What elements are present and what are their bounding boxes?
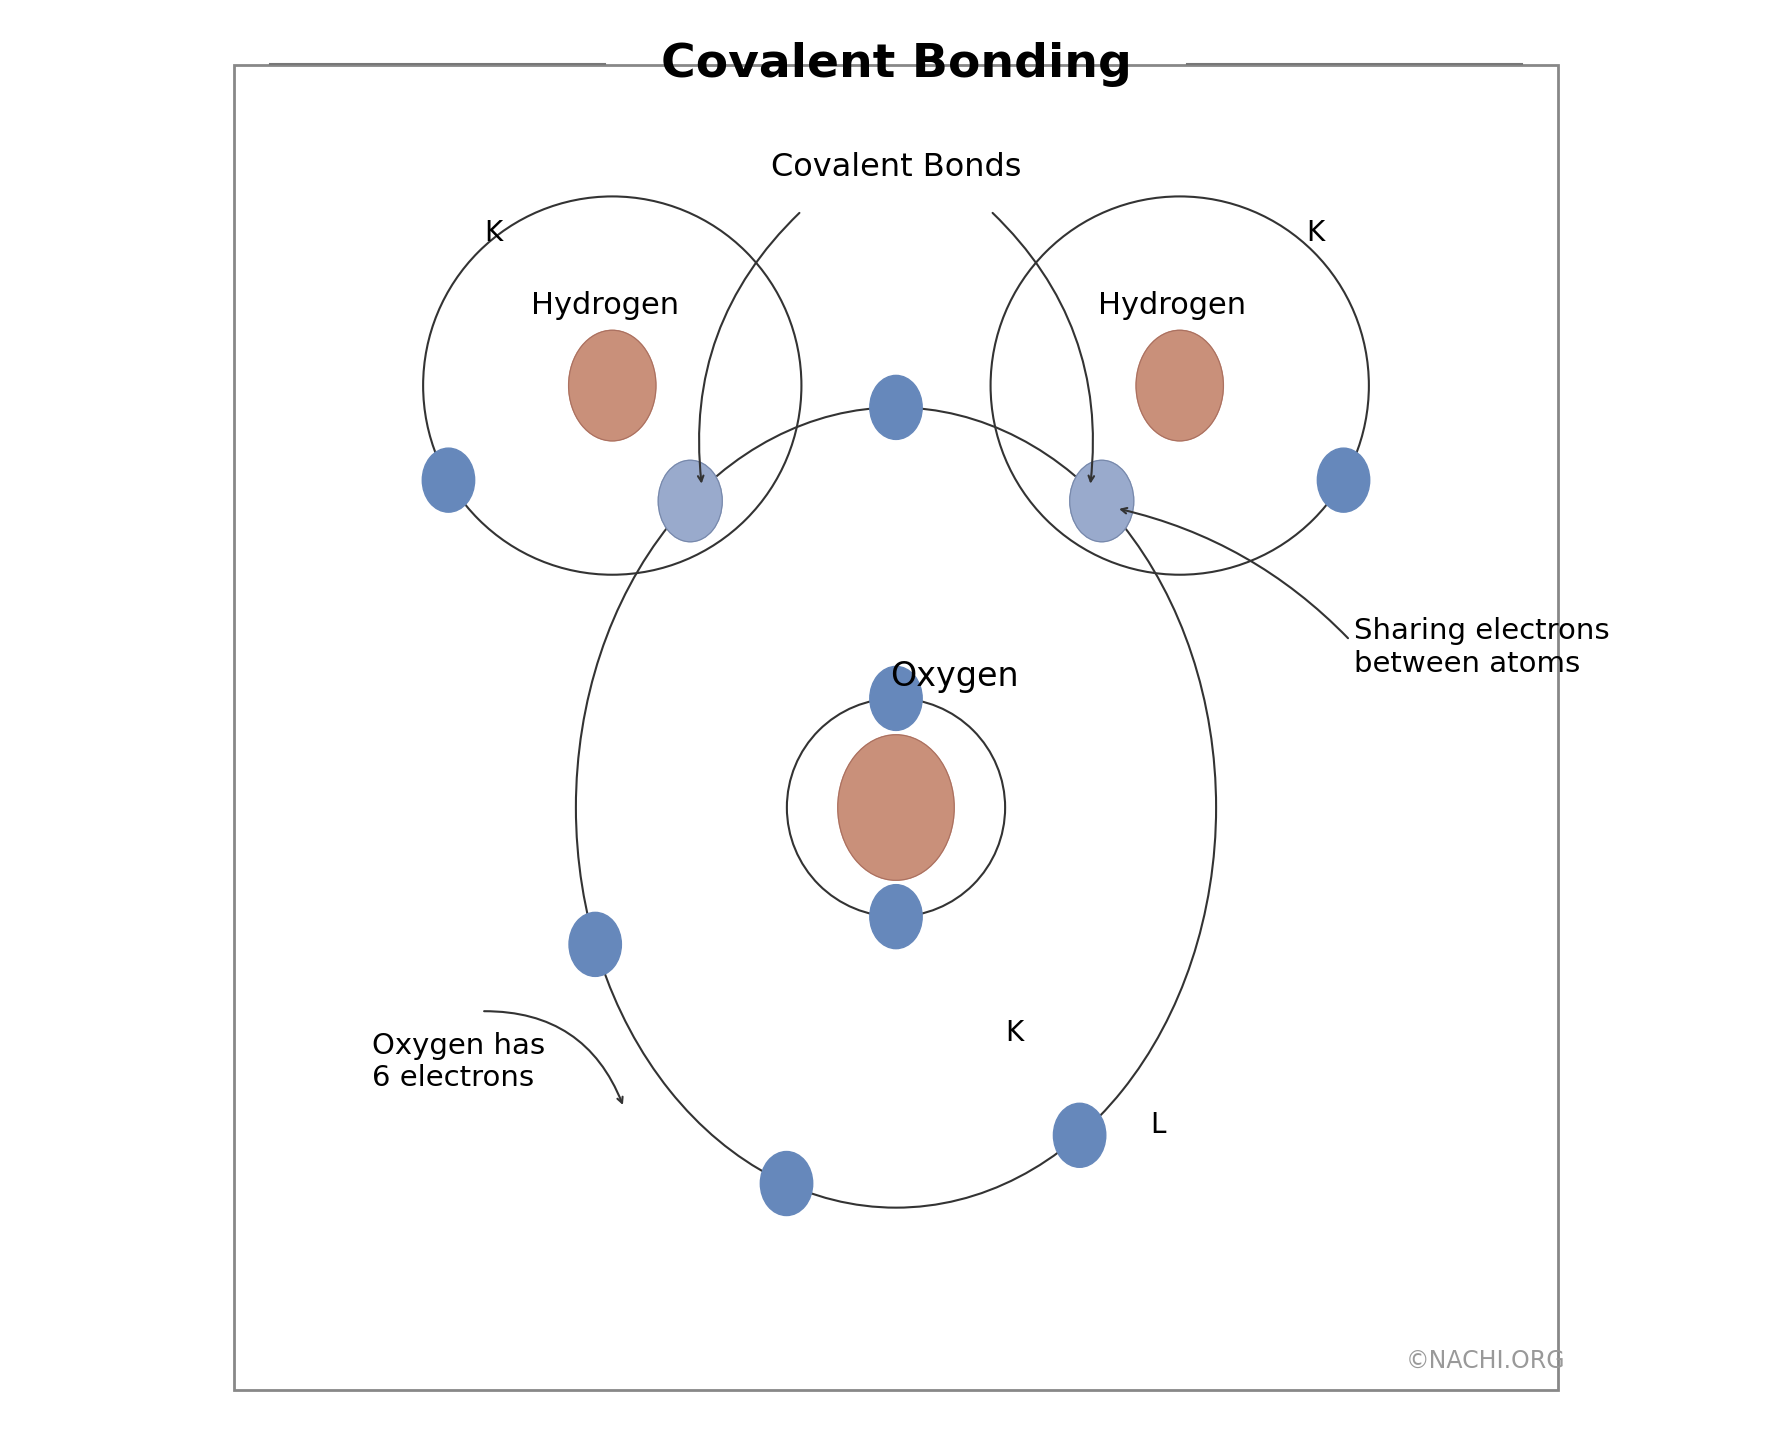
Ellipse shape (1070, 460, 1134, 541)
Text: Sharing electrons
between atoms: Sharing electrons between atoms (1355, 617, 1609, 678)
Ellipse shape (760, 1151, 814, 1215)
Ellipse shape (869, 885, 923, 949)
Text: L: L (1150, 1110, 1167, 1139)
Ellipse shape (1136, 330, 1224, 441)
Ellipse shape (839, 735, 953, 880)
Ellipse shape (658, 460, 722, 541)
Ellipse shape (1054, 1103, 1106, 1167)
Text: K: K (1306, 218, 1324, 247)
FancyBboxPatch shape (235, 65, 1557, 1390)
Ellipse shape (423, 448, 475, 512)
Text: ©NACHI.ORG: ©NACHI.ORG (1405, 1349, 1564, 1372)
Ellipse shape (568, 330, 656, 441)
Text: Hydrogen: Hydrogen (1098, 291, 1247, 320)
Text: Covalent Bonds: Covalent Bonds (771, 151, 1021, 183)
Ellipse shape (869, 375, 923, 439)
Text: K: K (484, 218, 502, 247)
Ellipse shape (1317, 448, 1369, 512)
Ellipse shape (869, 666, 923, 730)
Text: Hydrogen: Hydrogen (530, 291, 679, 320)
Text: Oxygen: Oxygen (891, 661, 1018, 693)
Text: Covalent Bonding: Covalent Bonding (661, 42, 1131, 86)
Text: Oxygen has
6 electrons: Oxygen has 6 electrons (373, 1032, 545, 1093)
Ellipse shape (570, 912, 622, 976)
Text: K: K (1005, 1018, 1023, 1048)
